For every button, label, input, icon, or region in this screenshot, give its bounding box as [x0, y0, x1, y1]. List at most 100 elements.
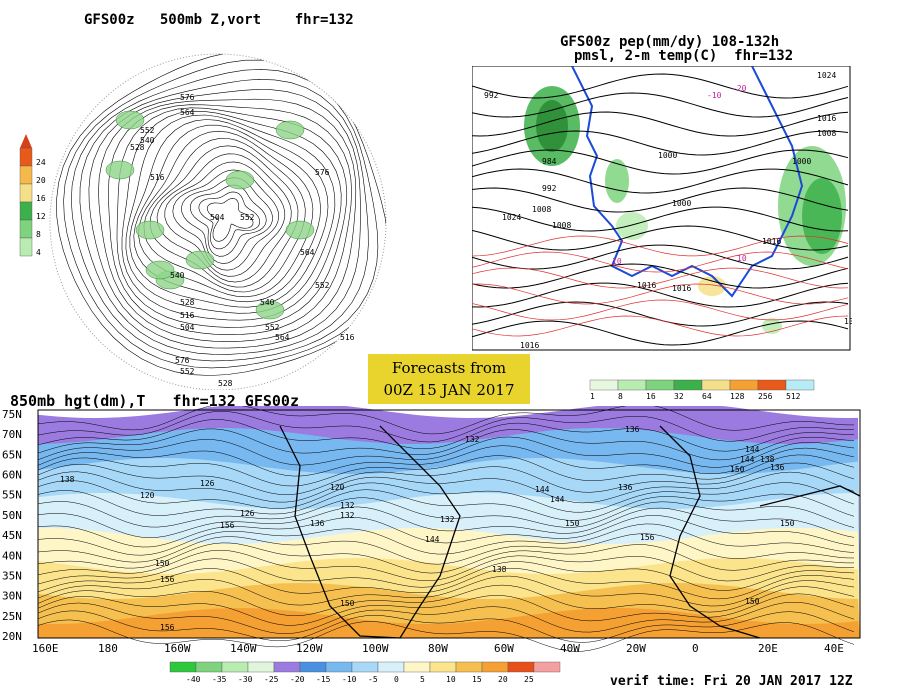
pep-isobar: [472, 282, 849, 308]
polar-vorticity-group: [105, 110, 315, 320]
polar-height-contour: [156, 153, 292, 283]
temp-legend-swatch: [299, 661, 327, 673]
polar-contour-label: 564: [275, 333, 290, 342]
temp-legend-swatch: [221, 661, 249, 673]
polar-contour-label: 540: [260, 298, 275, 307]
pep-isobar: [472, 92, 849, 118]
pep-pmsl-map: 9929849921008100010001016102410161008100…: [472, 66, 852, 351]
pep-isobar-label: 10: [737, 254, 747, 263]
pep-legend-swatch: [729, 379, 759, 391]
height-contour-label: 136: [618, 483, 633, 492]
height-contour: [37, 462, 855, 495]
temp-legend-swatch: [195, 661, 223, 673]
polar-height-contour: [88, 89, 361, 349]
pep-isobar-label: 1000: [672, 199, 691, 208]
colorbar-swatch: [19, 201, 33, 221]
height-contour-label: 120: [140, 491, 155, 500]
lower-map-frame: [37, 409, 861, 639]
vorticity-area: [225, 170, 255, 190]
pep-colorbar: 1 8 16 32 64 128 256 512: [589, 379, 815, 401]
height-contour-label: 136: [625, 425, 640, 434]
longitude-label: 120W: [296, 642, 323, 655]
height-contour: [37, 406, 854, 435]
longitude-label: 140W: [230, 642, 257, 655]
polar-height-contour: [198, 191, 260, 250]
pep-legend-tick: 32: [674, 392, 684, 401]
height-contour: [37, 549, 854, 582]
height-contour-label: 150: [780, 519, 795, 528]
pep-isobar: [472, 263, 849, 289]
temp-legend-tick: 10: [446, 675, 456, 684]
temp-legend-swatch: [455, 661, 483, 673]
height-contour: [37, 533, 855, 565]
forecast-info-box: Forecasts from 00Z 15 JAN 2017: [368, 354, 530, 404]
vorticity-area: [135, 220, 165, 240]
pep-isobar-label: -20: [732, 84, 747, 93]
height-contour: [37, 575, 855, 607]
height-contour-label: 126: [200, 479, 215, 488]
latitude-label: 75N: [2, 408, 22, 421]
precip-area: [536, 100, 568, 152]
latitude-label: 45N: [2, 529, 22, 542]
precip-area: [616, 212, 648, 240]
height-contour-label: 136: [770, 463, 785, 472]
pep-isobar-label: 1024: [817, 71, 836, 80]
longitude-label: 20E: [758, 642, 778, 655]
precip-area: [802, 178, 842, 254]
longitude-label: 80W: [428, 642, 448, 655]
height-contour: [37, 419, 855, 452]
polar-contour-label: 540: [140, 136, 155, 145]
pep-isobar-label: 984: [542, 157, 557, 166]
height-contour-label: 156: [160, 575, 175, 584]
temp-legend-swatch: [403, 661, 431, 673]
pep-isobar-label: 1024: [502, 213, 521, 222]
height-contour: [37, 584, 855, 617]
longitude-label: 40W: [560, 642, 580, 655]
colorbar-tick-label: 8: [36, 230, 41, 239]
pep-freezing-line: [571, 66, 804, 298]
polar-contour-label: 564: [180, 108, 195, 117]
height-contour: [37, 445, 855, 477]
height-contour: [37, 515, 855, 548]
longitude-label: 180: [98, 642, 118, 655]
temp-legend-tick: -30: [238, 675, 253, 684]
pep-legend-tick: 16: [646, 392, 656, 401]
pep-isobar-label: 1016: [672, 284, 691, 293]
pep-isobar: [472, 130, 849, 156]
temp-legend-tick: -15: [316, 675, 331, 684]
polar-contour-label: 576: [315, 168, 330, 177]
height-contour: [37, 610, 855, 643]
pep-isobar: [472, 111, 849, 137]
temp-legend-tick: -25: [264, 675, 279, 684]
longitude-label: 40E: [824, 642, 844, 655]
latitude-label: 20N: [2, 630, 22, 643]
polar-height-contour: [98, 98, 357, 342]
height-contour-label: 150: [730, 465, 745, 474]
height-contour-label: 126: [240, 509, 255, 518]
polar-height-contour: [133, 124, 321, 303]
colorbar-tick-label: 4: [36, 248, 41, 257]
height-contour-label: 156: [160, 623, 175, 632]
pep-isobar-label: 1016: [637, 281, 656, 290]
height-contour: [37, 497, 855, 528]
pep-isobar: [472, 149, 849, 175]
polar-contour-label: 528: [218, 379, 233, 388]
colorbar-arrow: [20, 134, 32, 148]
precip-area: [605, 159, 629, 203]
europe-africa-coast: [659, 425, 861, 639]
pep-temp-contour: [472, 267, 849, 289]
pep-temp-contour: [472, 251, 849, 273]
temp-legend-tick: -35: [212, 675, 227, 684]
vorticity-area: [145, 260, 175, 280]
polar-height-contour: [164, 161, 286, 277]
polar-contour-label: 516: [150, 173, 165, 182]
polar-map-boundary: [49, 53, 387, 390]
colorbar-tick-label: 16: [36, 194, 46, 203]
colorbar-swatch: [19, 147, 33, 167]
polar-height-contour: [138, 130, 314, 298]
temp-legend-swatch: [169, 661, 197, 673]
pep-isobar-label: 1000: [658, 151, 677, 160]
longitude-label: 160W: [164, 642, 191, 655]
height-contour-label: 156: [640, 533, 655, 542]
pep-legend-tick: 1: [590, 392, 595, 401]
